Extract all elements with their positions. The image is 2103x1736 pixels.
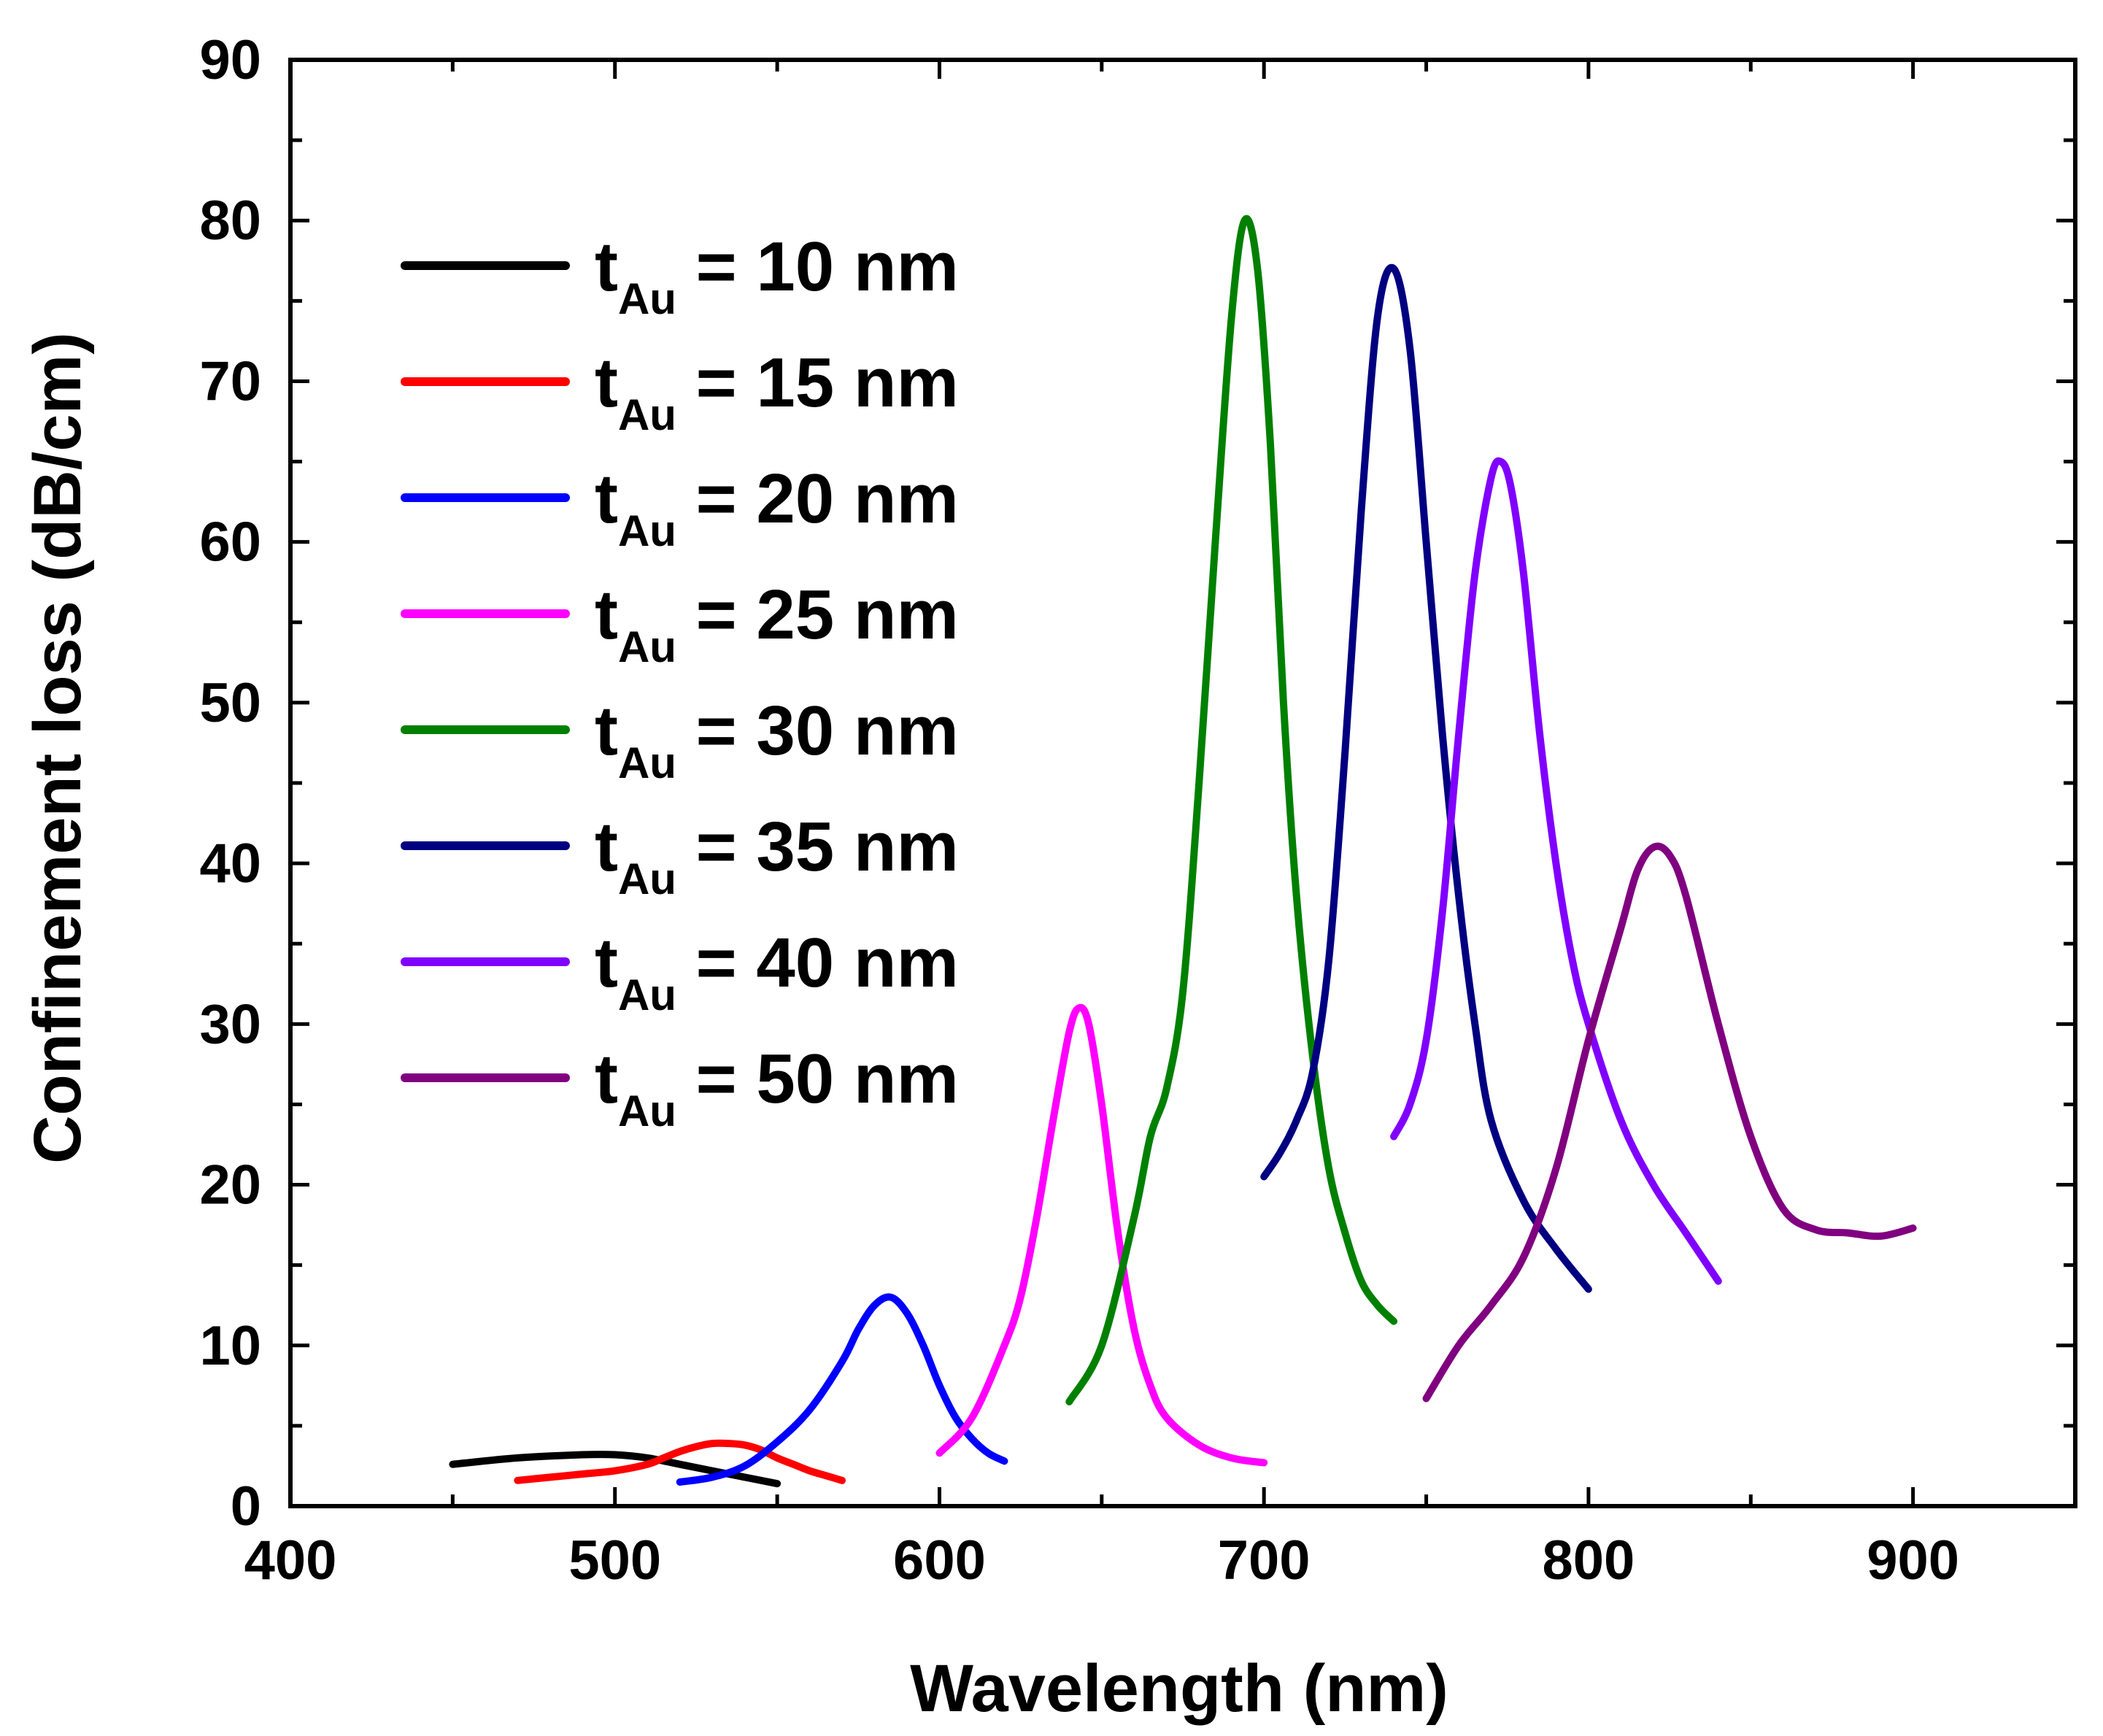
axis-ticks bbox=[288, 58, 2077, 1508]
x-tick-label: 700 bbox=[1218, 1529, 1311, 1592]
y-tick-label: 90 bbox=[199, 29, 261, 91]
plot-frame bbox=[288, 58, 2077, 1508]
y-tick-label: 70 bbox=[199, 350, 261, 412]
y-tick-label: 20 bbox=[199, 1154, 261, 1216]
legend-label-4: tAu = 25 nm bbox=[595, 576, 959, 671]
legend-label-2: tAu = 15 nm bbox=[595, 344, 959, 439]
y-tick-label: 50 bbox=[199, 672, 261, 734]
series-line-3 bbox=[676, 1293, 1008, 1486]
legend-label-6: tAu = 35 nm bbox=[595, 808, 959, 903]
series-line-5 bbox=[1065, 215, 1398, 1405]
x-tick-label: 500 bbox=[568, 1529, 661, 1592]
legend-label-7: tAu = 40 nm bbox=[595, 924, 959, 1019]
x-tick-label: 800 bbox=[1543, 1529, 1635, 1592]
x-tick-label: 900 bbox=[1867, 1529, 1959, 1592]
plot-border bbox=[288, 58, 2077, 1508]
legend-label-3: tAu = 20 nm bbox=[595, 460, 959, 555]
series-line-6 bbox=[1260, 263, 1592, 1293]
y-tick-label: 0 bbox=[231, 1475, 261, 1538]
series-lines bbox=[449, 215, 1917, 1488]
series-line-2 bbox=[514, 1439, 846, 1484]
legend: tAu = 10 nm tAu = 15 nm tAu = 20 nm tAu = 2… bbox=[401, 228, 959, 1135]
y-tick-label: 80 bbox=[199, 190, 261, 252]
series-line-7 bbox=[1390, 457, 1722, 1285]
legend-label-5: tAu = 30 nm bbox=[595, 692, 959, 787]
x-tick-label: 600 bbox=[893, 1529, 986, 1592]
x-tick-label: 400 bbox=[244, 1529, 337, 1592]
x-axis-title: Wavelength (nm) bbox=[910, 1651, 1448, 1726]
legend-label-8: tAu = 50 nm bbox=[595, 1040, 959, 1135]
axis-tick-labels: 400 500 600 700 800 900 0 10 20 30 40 50 60 70 80 90 bbox=[199, 29, 1959, 1592]
y-axis-title: Confinement loss (dB/cm) bbox=[20, 332, 95, 1164]
y-tick-label: 10 bbox=[199, 1315, 261, 1377]
y-tick-label: 30 bbox=[199, 993, 261, 1055]
y-tick-label: 60 bbox=[199, 512, 261, 574]
series-line-4 bbox=[935, 1003, 1268, 1467]
legend-label-1: tAu = 10 nm bbox=[595, 228, 959, 323]
series-line-8 bbox=[1422, 842, 1917, 1403]
y-tick-label: 40 bbox=[199, 833, 261, 895]
